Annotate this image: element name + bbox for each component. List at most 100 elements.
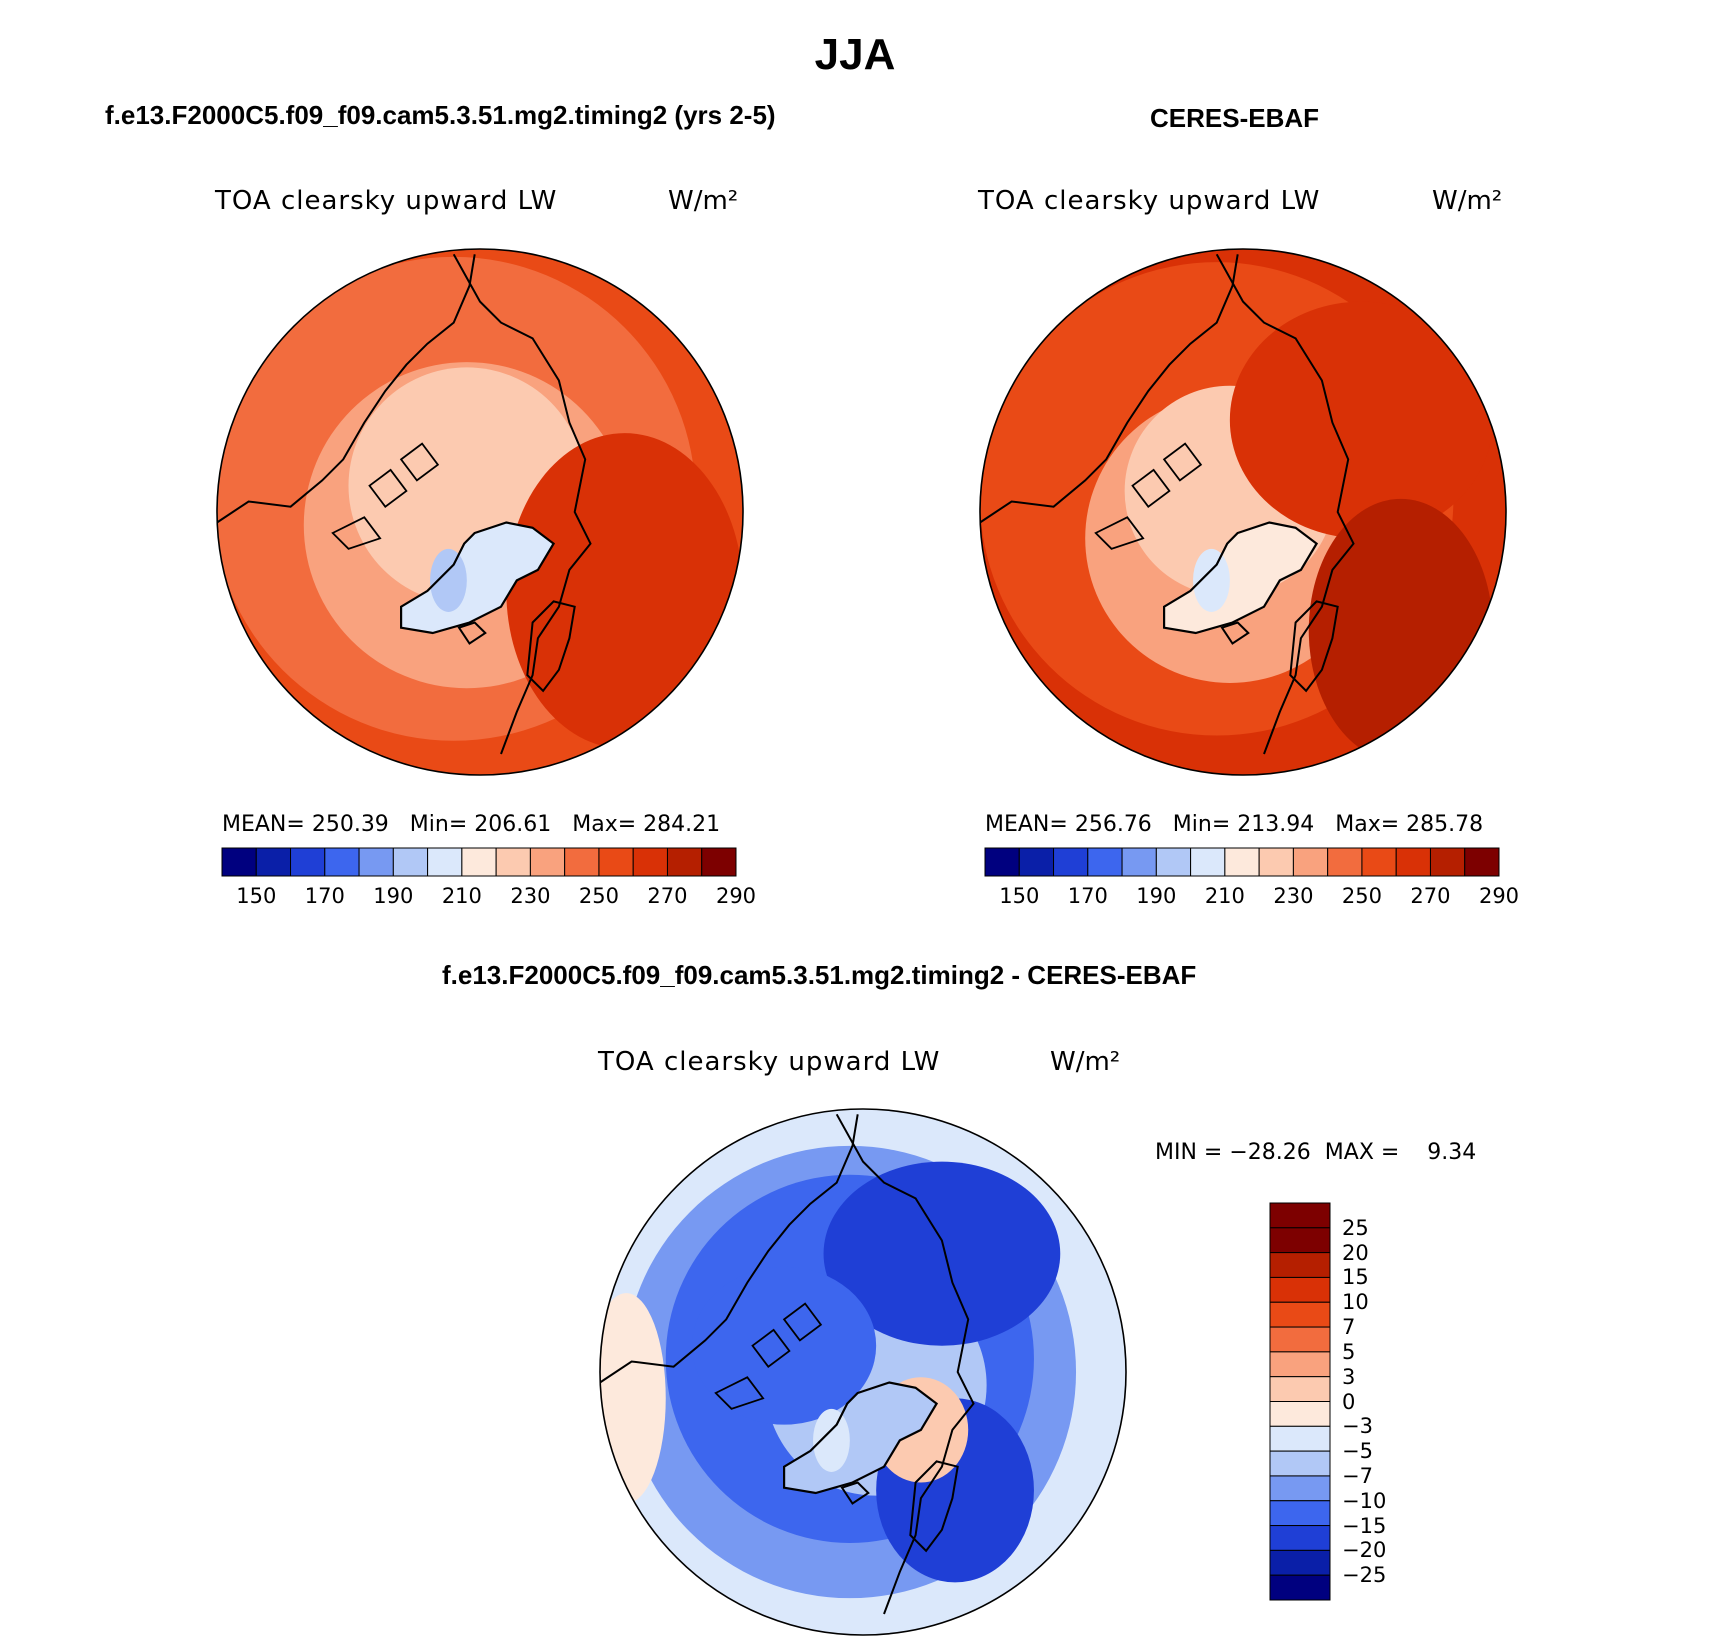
colorbar-box-11 xyxy=(1269,1475,1331,1502)
colorbar-box-11 xyxy=(598,847,634,877)
colorbar-box-2 xyxy=(290,847,326,877)
island-coastline-1 xyxy=(782,1302,823,1342)
colorbar-tick-label: 170 xyxy=(1067,884,1108,908)
panel3-min-value: −28.26 xyxy=(1229,1140,1311,1165)
panel2-polar-map xyxy=(979,248,1507,776)
colorbar-box-6 xyxy=(1190,847,1226,877)
panel1-max-value: 284.21 xyxy=(643,812,721,837)
colorbar-box-5 xyxy=(1155,847,1192,877)
colorbar-box-13 xyxy=(1269,1525,1331,1551)
colorbar-box-3 xyxy=(1087,847,1123,877)
colorbar-box-0 xyxy=(221,847,257,877)
colorbar-tick-label: 250 xyxy=(578,884,619,908)
panel1-colorbar xyxy=(221,847,737,877)
panel3-max-label: MAX = xyxy=(1324,1140,1400,1165)
eurasia-coastline xyxy=(452,253,592,755)
panel2-max-value: 285.78 xyxy=(1406,812,1484,837)
colorbar-tick-label: 190 xyxy=(1136,884,1177,908)
island-coastline-2 xyxy=(714,1376,765,1410)
colorbar-tick-label: 15 xyxy=(1342,1265,1369,1290)
panel1-stats: MEAN= 250.39 Min= 206.61 Max= 284.21 xyxy=(222,812,720,837)
panel3-units-label: W/m² xyxy=(1050,1047,1121,1077)
panel3-variable-label: TOA clearsky upward LW xyxy=(598,1047,941,1077)
colorbar-tick-label: 270 xyxy=(1410,884,1451,908)
scandinavia-coastline xyxy=(526,600,576,693)
panel1-polar-map xyxy=(216,248,744,776)
map-boundary xyxy=(979,248,1507,776)
iceland-coastline xyxy=(457,621,487,645)
colorbar-box-12 xyxy=(632,847,668,877)
colorbar-box-11 xyxy=(1361,847,1397,877)
panel2-colorbar xyxy=(984,847,1500,877)
colorbar-tick-label: −3 xyxy=(1342,1414,1373,1439)
colorbar-box-3 xyxy=(324,847,360,877)
colorbar-box-8 xyxy=(1269,1401,1331,1427)
map-field xyxy=(600,1109,1126,1635)
colorbar-box-0 xyxy=(984,847,1020,877)
panel1-min-label: Min= xyxy=(409,812,468,837)
colorbar-tick-label: 270 xyxy=(647,884,688,908)
colorbar-box-0 xyxy=(1269,1202,1331,1229)
colorbar-box-8 xyxy=(495,847,531,877)
colorbar-box-10 xyxy=(564,847,600,877)
colorbar-tick-label: 170 xyxy=(304,884,345,908)
iceland-coastline xyxy=(840,1481,870,1505)
island-coastline-0 xyxy=(368,468,408,508)
panel2-mean-value: 256.76 xyxy=(1074,812,1152,837)
colorbar-box-3 xyxy=(1269,1276,1331,1303)
colorbar-box-1 xyxy=(1018,847,1055,877)
panel2-min-value: 213.94 xyxy=(1237,812,1315,837)
panel3-polar-map xyxy=(599,1108,1127,1636)
panel1-title: f.e13.F2000C5.f09_f09.cam5.3.51.mg2.timi… xyxy=(105,100,776,130)
colorbar-box-7 xyxy=(1269,1376,1331,1402)
colorbar-tick-label: 290 xyxy=(1478,884,1520,908)
panel2-stats: MEAN= 256.76 Min= 213.94 Max= 285.78 xyxy=(985,812,1483,837)
colorbar-box-12 xyxy=(1269,1500,1331,1527)
colorbar-tick-label: 3 xyxy=(1342,1364,1356,1389)
panel1-min-value: 206.61 xyxy=(474,812,552,837)
colorbar-box-4 xyxy=(358,847,394,877)
colorbar-tick-label: 150 xyxy=(999,884,1040,908)
panel1-max-label: Max= xyxy=(572,812,637,837)
panel2-units-label: W/m² xyxy=(1432,186,1503,216)
scandinavia-coastline xyxy=(1289,600,1339,693)
island-coastline-2 xyxy=(331,516,382,550)
colorbar-box-10 xyxy=(1269,1450,1331,1477)
greenland-coastline xyxy=(783,1381,939,1495)
colorbar-tick-label: 5 xyxy=(1342,1339,1356,1364)
colorbar-tick-label: 25 xyxy=(1342,1215,1369,1240)
colorbar-box-9 xyxy=(529,847,566,877)
map-field xyxy=(980,249,1506,775)
scandinavia-coastline xyxy=(909,1460,959,1553)
field-patch-3 xyxy=(600,1293,666,1504)
colorbar-tick-label: 7 xyxy=(1342,1315,1356,1340)
colorbar-tick-label: −10 xyxy=(1342,1488,1387,1513)
island-coastline-0 xyxy=(1131,468,1171,508)
map-boundary xyxy=(216,248,744,776)
panel1-mean-label: MEAN= xyxy=(222,812,305,837)
panel3-stats: MIN = −28.26 MAX = 9.34 xyxy=(1155,1140,1476,1165)
panel2-min-label: Min= xyxy=(1172,812,1231,837)
greenland-coastline xyxy=(400,521,556,635)
colorbar-tick-label: 0 xyxy=(1342,1389,1356,1414)
colorbar-box-5 xyxy=(1269,1326,1331,1353)
colorbar-box-14 xyxy=(1464,847,1500,877)
eurasia-coastline xyxy=(835,1113,975,1615)
panel3-max-value: 9.34 xyxy=(1427,1140,1477,1165)
panel3-colorbar-ticks: 25 20 15 10 7 5 3 0 −3 −5 −7 −10 −15 −20 −25 xyxy=(1342,1203,1422,1600)
panel3-colorbar xyxy=(1269,1202,1331,1601)
colorbar-box-5 xyxy=(392,847,429,877)
colorbar-tick-label: −15 xyxy=(1342,1513,1387,1538)
colorbar-box-14 xyxy=(701,847,737,877)
field-patch-0 xyxy=(823,1161,1061,1346)
colorbar-box-2 xyxy=(1269,1252,1331,1278)
island-coastline-0 xyxy=(751,1328,791,1368)
colorbar-tick-label: 20 xyxy=(1342,1240,1369,1265)
colorbar-tick-label: 290 xyxy=(715,884,757,908)
panel1-mean-value: 250.39 xyxy=(311,812,389,837)
colorbar-tick-label: −5 xyxy=(1342,1439,1373,1464)
field-patch-4 xyxy=(692,1266,877,1425)
panel1-colorbar-ticks: 150 170 190 210 230 250 270 290 xyxy=(222,884,756,914)
colorbar-tick-label: −7 xyxy=(1342,1463,1373,1488)
greenland-core xyxy=(430,548,467,612)
